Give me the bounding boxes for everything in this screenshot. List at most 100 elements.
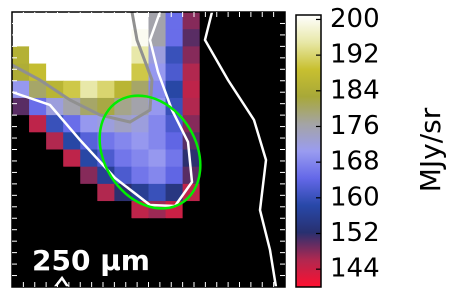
pixel — [183, 270, 201, 288]
pixel — [183, 81, 201, 99]
pixel — [268, 81, 286, 99]
pixel — [234, 29, 252, 47]
pixel — [166, 132, 184, 150]
pixel — [46, 167, 64, 185]
pixel — [12, 12, 30, 30]
pixel — [80, 132, 98, 150]
pixel — [200, 235, 218, 253]
pixel — [234, 64, 252, 82]
pixel — [29, 132, 47, 150]
pixel — [268, 132, 286, 150]
pixel — [200, 184, 218, 202]
pixel — [149, 201, 167, 219]
pixel — [12, 218, 30, 236]
pixel — [97, 81, 115, 99]
pixel — [217, 98, 235, 116]
pixel — [63, 64, 81, 82]
pixel — [97, 29, 115, 47]
pixel — [268, 29, 286, 47]
pixel — [149, 218, 167, 236]
pixel — [97, 64, 115, 82]
pixel — [114, 12, 132, 30]
pixel — [114, 218, 132, 236]
pixel — [217, 167, 235, 185]
pixel — [29, 218, 47, 236]
pixel — [234, 184, 252, 202]
pixel — [63, 201, 81, 219]
pixel — [46, 201, 64, 219]
pixel — [268, 218, 286, 236]
pixel — [63, 218, 81, 236]
pixel — [29, 201, 47, 219]
pixel — [200, 64, 218, 82]
pixel — [149, 270, 167, 288]
pixel — [80, 81, 98, 99]
pixel — [80, 12, 98, 30]
pixel — [234, 253, 252, 271]
pixel — [251, 81, 269, 99]
colorbar-tick-label: 184 — [330, 75, 380, 105]
pixel — [149, 253, 167, 271]
pixel — [200, 270, 218, 288]
colorbar-label: MJy/sr — [414, 107, 447, 192]
pixel — [183, 98, 201, 116]
pixel — [12, 29, 30, 47]
pixel — [234, 12, 252, 30]
pixel — [46, 184, 64, 202]
colorbar-tick-label: 144 — [330, 254, 380, 284]
pixel — [200, 253, 218, 271]
pixel — [234, 115, 252, 133]
pixel — [12, 167, 30, 185]
pixel — [80, 150, 98, 168]
pixel — [217, 132, 235, 150]
pixel — [268, 64, 286, 82]
pixel — [12, 270, 30, 288]
pixel — [29, 150, 47, 168]
pixel — [200, 81, 218, 99]
pixel — [183, 235, 201, 253]
chart: 250 μm 144152160168176184192200 MJy/sr — [0, 0, 451, 290]
pixel — [234, 167, 252, 185]
pixel — [149, 132, 167, 150]
pixel — [149, 184, 167, 202]
pixel — [268, 115, 286, 133]
pixel — [268, 184, 286, 202]
pixel — [114, 201, 132, 219]
pixel — [183, 12, 201, 30]
pixel — [183, 29, 201, 47]
colorbar-axis: 144152160168176184192200 — [316, 4, 380, 284]
pixel — [80, 64, 98, 82]
pixel — [166, 270, 184, 288]
pixel — [234, 201, 252, 219]
pixel — [149, 235, 167, 253]
pixel — [234, 150, 252, 168]
pixel — [251, 270, 269, 288]
pixel — [166, 253, 184, 271]
pixel — [12, 150, 30, 168]
pixel — [46, 12, 64, 30]
pixel — [268, 167, 286, 185]
pixel — [114, 150, 132, 168]
pixel — [200, 218, 218, 236]
pixel — [251, 12, 269, 30]
pixel — [149, 150, 167, 168]
pixel — [251, 184, 269, 202]
pixel — [46, 218, 64, 236]
pixel — [166, 12, 184, 30]
pixel — [234, 46, 252, 64]
pixel — [46, 29, 64, 47]
pixel — [166, 150, 184, 168]
pixel — [234, 81, 252, 99]
pixel — [114, 64, 132, 82]
pixel — [12, 201, 30, 219]
pixel — [217, 235, 235, 253]
pixel — [234, 132, 252, 150]
pixel — [12, 98, 30, 116]
pixel — [97, 201, 115, 219]
colorbar-tick-label: 168 — [330, 147, 380, 177]
pixel — [183, 218, 201, 236]
pixel — [97, 184, 115, 202]
colorbar-tick-label: 200 — [330, 4, 380, 34]
pixel — [80, 218, 98, 236]
pixel — [217, 29, 235, 47]
